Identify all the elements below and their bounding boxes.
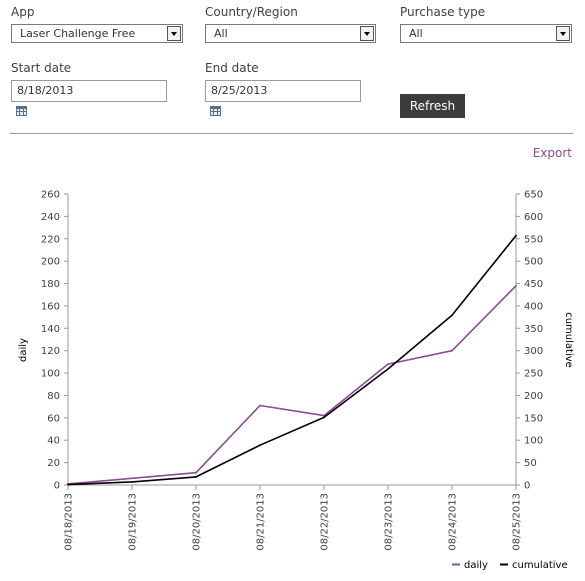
- data-point-cumulative: [387, 368, 389, 370]
- y2-tick-label: 50: [524, 458, 537, 469]
- y-tick-label: 40: [47, 436, 60, 447]
- data-point-cumulative: [515, 234, 517, 237]
- y2-tick-label: 600: [524, 212, 543, 223]
- start-date-input[interactable]: 8/18/2013: [11, 80, 167, 102]
- calendar-icon[interactable]: [210, 106, 221, 116]
- series-line-daily: [67, 285, 517, 485]
- chart-legend: daily cumulative: [452, 560, 568, 571]
- app-select-value: Laser Challenge Free: [20, 27, 136, 40]
- y2-tick-label: 400: [524, 301, 543, 312]
- data-point-daily: [195, 471, 197, 474]
- data-point-cumulative: [67, 483, 69, 486]
- y2-tick-label: 250: [524, 369, 543, 380]
- legend-label-daily: daily: [464, 560, 488, 571]
- y-tick-label: 100: [41, 369, 60, 380]
- data-point-cumulative: [451, 314, 453, 317]
- data-point-cumulative: [195, 476, 197, 478]
- series-line-cumulative: [67, 235, 517, 486]
- legend-label-cumulative: cumulative: [512, 560, 568, 571]
- end-date-label: End date: [205, 61, 259, 75]
- x-tick-label: 08/23/2013: [384, 493, 395, 551]
- calendar-icon[interactable]: [16, 106, 27, 116]
- y-tick-label: 180: [41, 279, 60, 290]
- purchase-type-select-value: All: [409, 27, 423, 40]
- chevron-down-icon[interactable]: [556, 26, 570, 41]
- daily-cumulative-chart: 0 20 40 60 80 100 120 140 160 180 200 220 240 260 0 50 1…: [18, 190, 574, 572]
- data-point-daily: [259, 404, 261, 407]
- y-tick-label: 120: [41, 346, 60, 357]
- y-tick-label: 20: [47, 458, 60, 469]
- start-date-label: Start date: [11, 61, 72, 75]
- x-tick-label: 08/24/2013: [448, 493, 459, 551]
- y2-tick-label: 500: [524, 257, 543, 268]
- country-region-select[interactable]: All: [205, 24, 376, 43]
- data-point-cumulative: [323, 416, 325, 419]
- x-tick-label: 08/21/2013: [256, 493, 267, 551]
- y-tick-label: 220: [41, 234, 60, 245]
- purchase-type-select[interactable]: All: [400, 24, 572, 43]
- y-tick-label: 80: [47, 391, 60, 402]
- y2-tick-label: 100: [524, 436, 543, 447]
- x-tick-label: 08/20/2013: [192, 493, 203, 551]
- y-axis-title: daily: [18, 338, 29, 362]
- y2-tick-label: 650: [524, 190, 543, 201]
- chart-lines: [67, 234, 517, 486]
- y-tick-label: 0: [54, 481, 60, 492]
- chart-axes: [67, 194, 517, 486]
- end-date-input[interactable]: 8/25/2013: [205, 80, 361, 102]
- y2-tick-label: 550: [524, 234, 543, 245]
- x-tick-label: 08/19/2013: [128, 493, 139, 551]
- divider: [10, 133, 573, 134]
- data-point-daily: [515, 284, 517, 287]
- y-tick-label: 260: [41, 190, 60, 201]
- y2-tick-label: 0: [524, 481, 530, 492]
- y-tick-label: 140: [41, 324, 60, 335]
- x-tick-label: 08/18/2013: [64, 493, 75, 551]
- chevron-down-icon[interactable]: [360, 26, 374, 41]
- y2-tick-label: 450: [524, 279, 543, 290]
- country-region-label: Country/Region: [205, 5, 298, 19]
- chart-ticks: 0 20 40 60 80 100 120 140 160 180 200 220 240 260 0 50 1…: [18, 190, 574, 551]
- y-tick-label: 200: [41, 257, 60, 268]
- y2-tick-label: 300: [524, 346, 543, 357]
- chevron-down-icon[interactable]: [167, 26, 181, 41]
- y-tick-label: 240: [41, 212, 60, 223]
- y2-tick-label: 150: [524, 413, 543, 424]
- app-select[interactable]: Laser Challenge Free: [11, 24, 183, 43]
- y-tick-label: 60: [47, 413, 60, 424]
- y-tick-label: 160: [41, 301, 60, 312]
- y2-tick-label: 350: [524, 324, 543, 335]
- app-label: App: [11, 5, 35, 19]
- data-point-cumulative: [259, 444, 261, 447]
- refresh-button[interactable]: Refresh: [400, 94, 465, 118]
- y2-tick-label: 200: [524, 391, 543, 402]
- x-tick-label: 08/25/2013: [512, 493, 523, 551]
- data-point-daily: [387, 363, 389, 366]
- export-link[interactable]: Export: [532, 146, 572, 160]
- purchase-type-label: Purchase type: [400, 5, 486, 19]
- y2-axis-title: cumulative: [563, 312, 574, 368]
- data-point-daily: [131, 477, 133, 480]
- country-region-select-value: All: [214, 27, 228, 40]
- data-point-daily: [451, 349, 453, 352]
- data-point-cumulative: [131, 480, 133, 483]
- x-tick-label: 08/22/2013: [320, 493, 331, 551]
